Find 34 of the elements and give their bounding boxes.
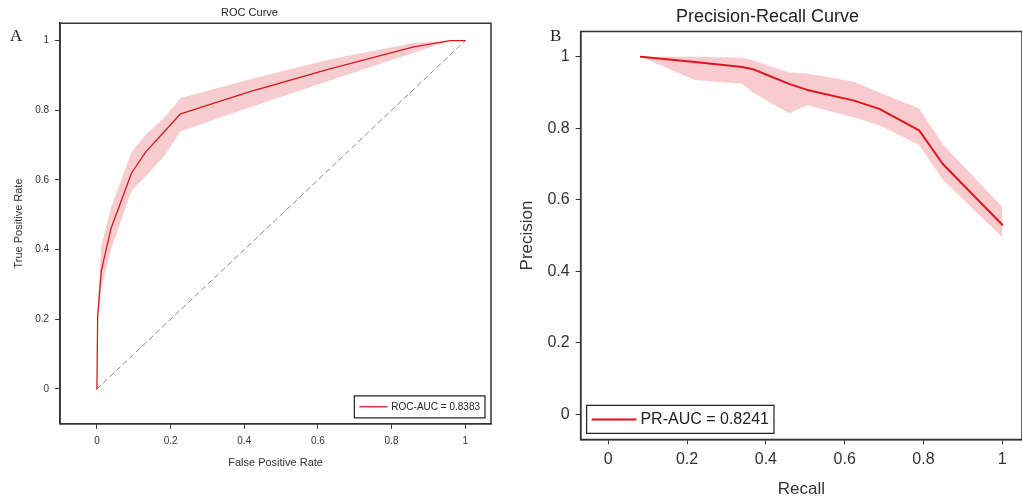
x-tick-label: 0 — [603, 450, 613, 468]
x-axis-title: False Positive Rate — [228, 456, 323, 469]
y-axis-title: True Positive Rate — [11, 178, 24, 269]
y-axis-title: Precision — [516, 200, 536, 271]
x-tick-label: 1 — [997, 450, 1007, 468]
y-tick-label: 0.8 — [547, 118, 570, 136]
x-tick-label: 0.8 — [384, 434, 399, 446]
x-tick-label: 0.8 — [912, 450, 935, 468]
text: B — [550, 26, 562, 46]
x-tick-label: 0.2 — [163, 434, 178, 446]
legend-label: ROC-AUC = 0.8383 — [391, 400, 481, 412]
x-tick-label: 0.2 — [675, 450, 699, 468]
text: A — [10, 26, 23, 46]
y-tick-label: 0.2 — [547, 333, 570, 351]
chart-title: Precision-Recall Curve — [675, 5, 860, 26]
y-tick-label: 0 — [43, 382, 50, 394]
x-tick-label: 1 — [462, 434, 469, 446]
y-tick-label: 0.6 — [547, 190, 570, 208]
x-tick-label: 0.4 — [754, 450, 778, 468]
legend-label: PR-AUC = 0.8241 — [640, 409, 770, 427]
x-axis-title: Recall — [777, 479, 825, 499]
y-tick-label: 0 — [560, 404, 570, 422]
y-tick-label: 1 — [43, 34, 50, 46]
y-tick-label: 0.2 — [35, 313, 50, 325]
chart-title: ROC Curve — [221, 5, 278, 18]
y-tick-label: 0.8 — [35, 104, 50, 116]
y-tick-label: 0.4 — [35, 243, 50, 255]
x-tick-label: 0.4 — [237, 434, 252, 446]
y-tick-label: 0.6 — [35, 173, 50, 185]
y-tick-label: 1 — [560, 47, 570, 65]
x-tick-label: 0.6 — [310, 434, 326, 446]
y-tick-label: 0.4 — [547, 261, 570, 279]
x-tick-label: 0.6 — [833, 450, 856, 468]
x-tick-label: 0 — [94, 434, 101, 446]
